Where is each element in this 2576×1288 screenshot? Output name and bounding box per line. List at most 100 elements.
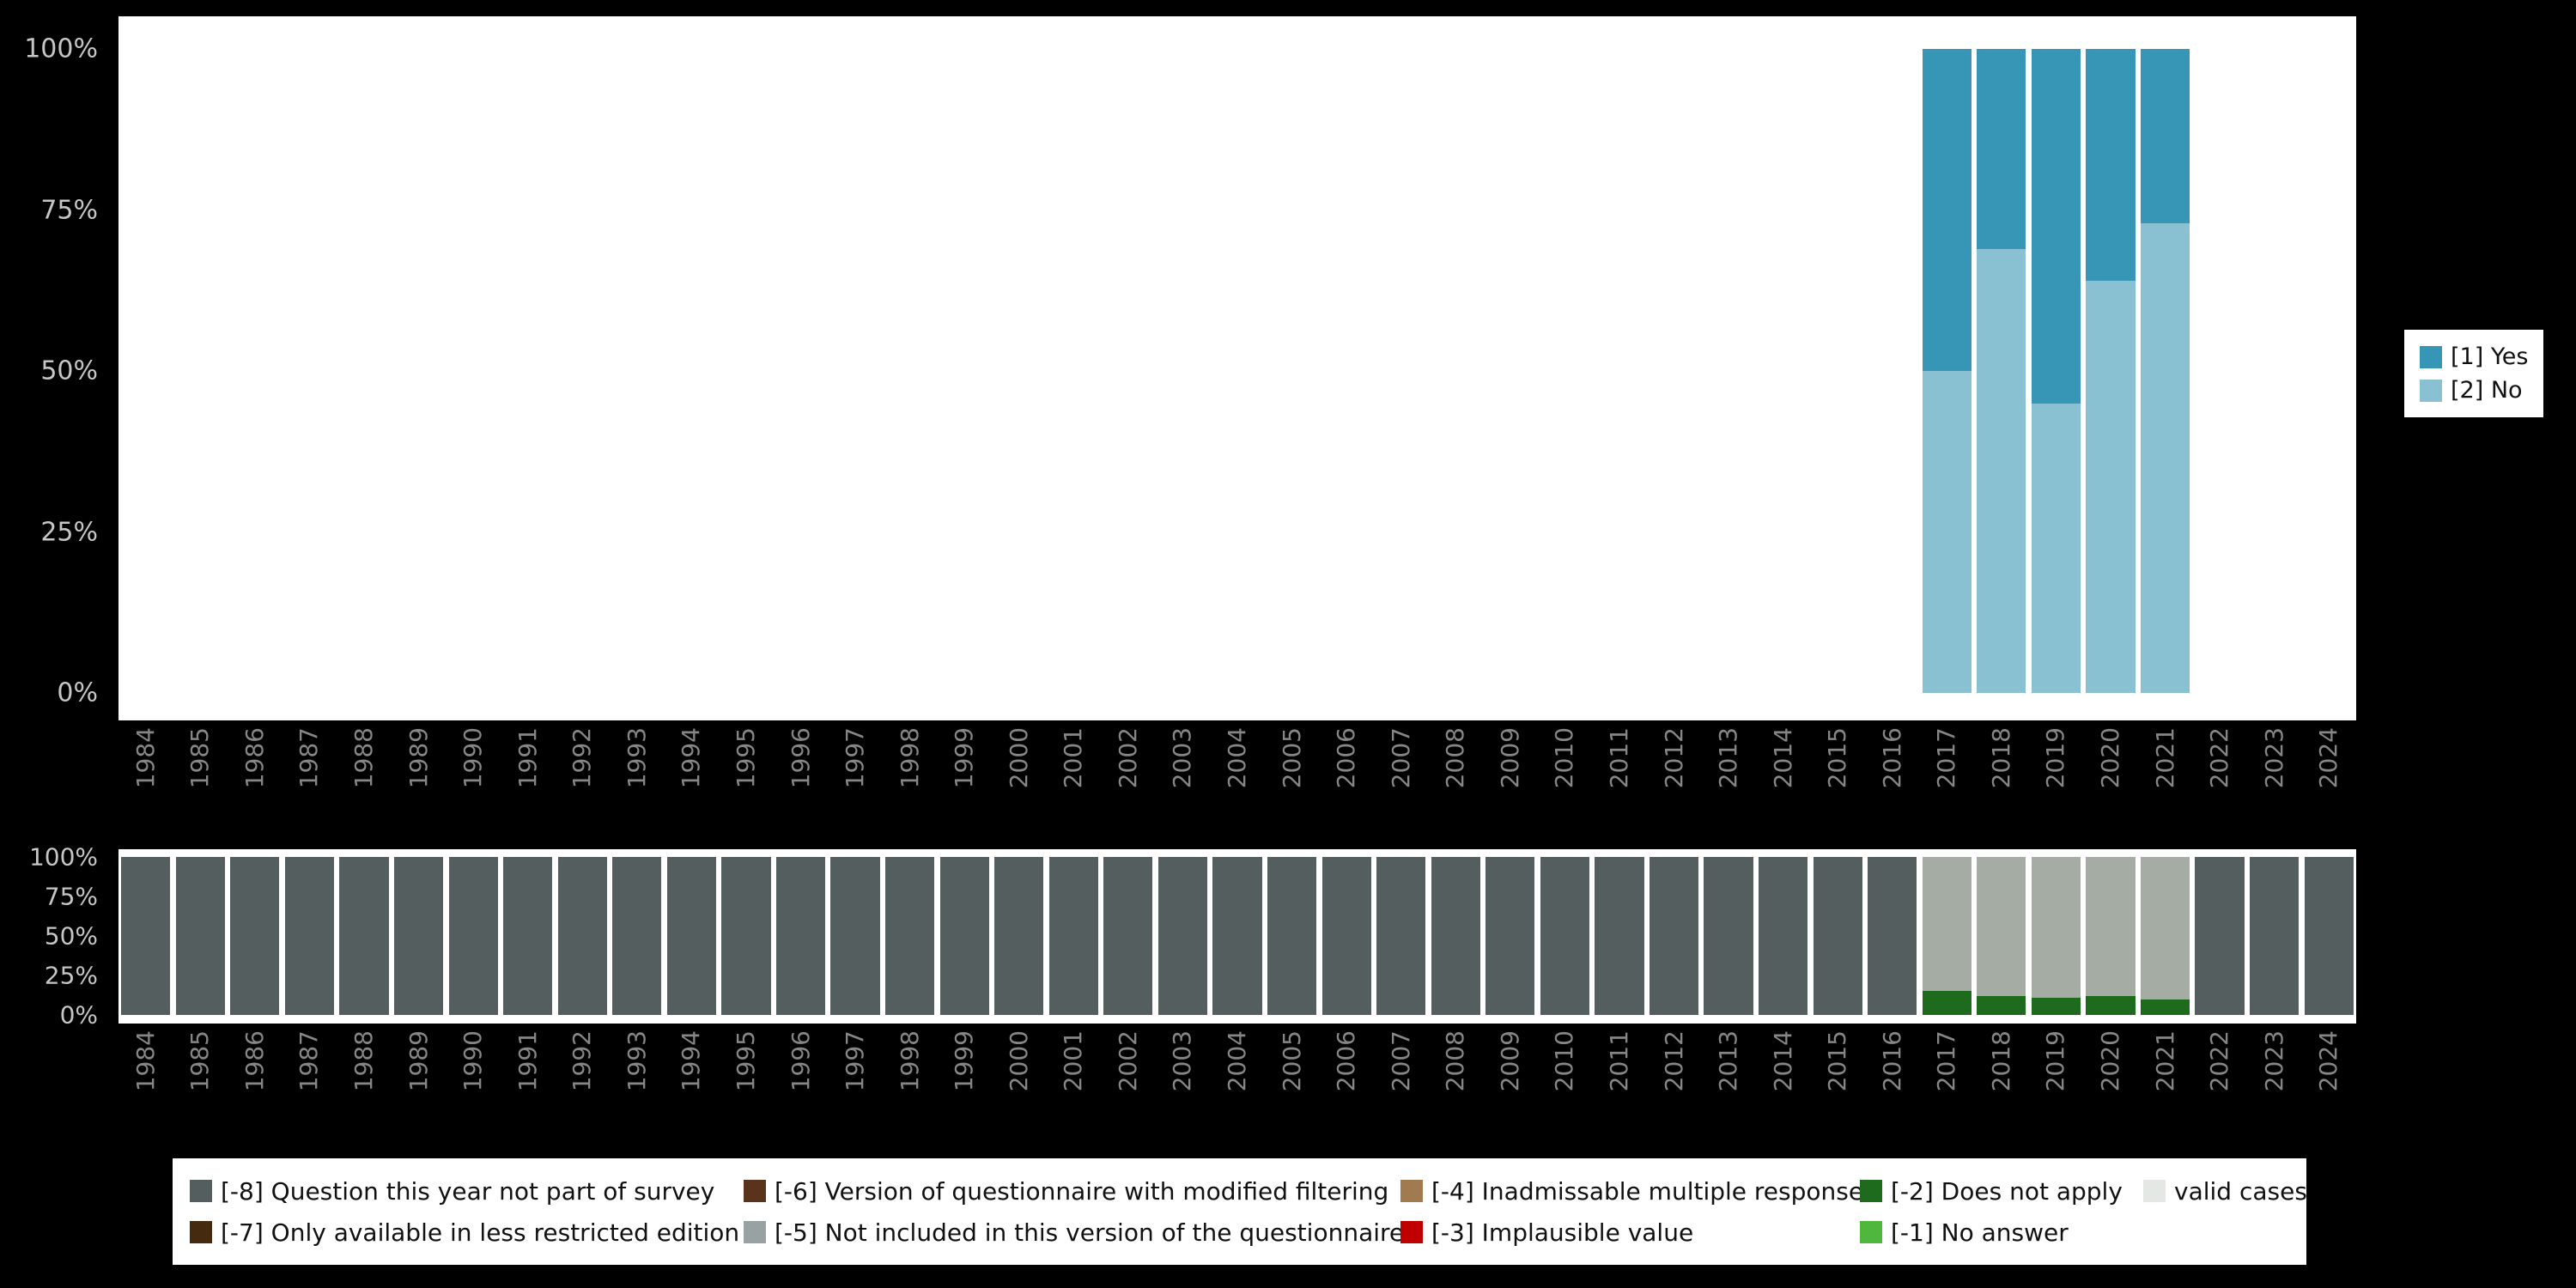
bar-1991	[501, 857, 556, 1015]
bar-2003	[1156, 49, 1211, 693]
x-axis-year-label: 2000	[1004, 1030, 1033, 1092]
bar-1994	[665, 857, 720, 1015]
bar-2006	[1319, 49, 1374, 693]
bar-1999	[937, 857, 992, 1015]
bar-segment	[1103, 857, 1153, 1015]
legend-label: [-4] Inadmissable multiple response	[1431, 1176, 1864, 1206]
x-axis-year-label: 2013	[1714, 1030, 1743, 1092]
x-axis-year-label: 2003	[1168, 1030, 1197, 1092]
legend-swatch	[2420, 345, 2442, 368]
x-axis-year-label: 1986	[240, 727, 269, 789]
bar-2014	[1756, 857, 1811, 1015]
legend-label: [-3] Implausible value	[1431, 1218, 1694, 1247]
bar-1992	[555, 857, 610, 1015]
legend-item: [-5] Not included in this version of the…	[744, 1218, 1404, 1247]
legend-item: [-3] Implausible value	[1400, 1218, 1860, 1247]
bar-segment	[2031, 49, 2081, 404]
x-axis-year-label: 1991	[513, 1030, 542, 1092]
bar-2021	[2138, 857, 2193, 1015]
bar-2005	[1265, 857, 1320, 1015]
answers-legend: [1] Yes [2] No	[2404, 330, 2544, 417]
x-axis-year-label: 1999	[950, 1030, 979, 1092]
x-axis-year-label: 1984	[131, 727, 160, 789]
x-axis-year-label: 2018	[1986, 727, 2015, 789]
bar-segment	[1649, 857, 1699, 1015]
x-axis-year-label: 1998	[895, 1030, 924, 1092]
bar-segment	[2195, 857, 2245, 1015]
x-axis-year-label: 1994	[677, 1030, 706, 1092]
x-axis-year-label: 2002	[1113, 1030, 1142, 1092]
x-axis-year-label: 2010	[1550, 1030, 1579, 1092]
bar-2019	[2029, 49, 2084, 693]
legend-item: [-2] Does not apply	[1860, 1177, 2143, 1206]
bar-segment	[2086, 281, 2136, 693]
bar-segment	[1977, 248, 2026, 693]
bar-1987	[283, 857, 337, 1015]
x-axis-year-label: 1993	[622, 727, 651, 789]
bar-1992	[555, 49, 610, 693]
x-axis-year-label: 1991	[513, 727, 542, 789]
bar-2006	[1319, 857, 1374, 1015]
bar-2020	[2083, 857, 2138, 1015]
legend-item: [-4] Inadmissable multiple response	[1400, 1176, 1864, 1206]
x-axis-year-label: 1999	[950, 727, 979, 789]
x-axis-year-label: 2019	[2041, 1030, 2070, 1092]
bar-segment	[885, 857, 935, 1015]
bar-2012	[1647, 49, 1702, 693]
bar-2018	[1974, 49, 2029, 693]
bar-segment	[393, 857, 444, 1015]
x-axis-year-label: 1994	[677, 727, 706, 789]
bar-2013	[1701, 857, 1756, 1015]
bar-1993	[610, 857, 665, 1015]
bar-1998	[883, 857, 938, 1015]
bar-segment	[230, 857, 280, 1015]
x-axis-year-label: 1997	[841, 727, 870, 789]
bar-2010	[1538, 857, 1593, 1015]
bar-1994	[665, 49, 720, 693]
main-chart-bars	[118, 49, 2356, 693]
bar-segment	[1540, 857, 1589, 1015]
bar-segment	[1977, 995, 2026, 1015]
x-axis-year-label: 2005	[1277, 727, 1306, 789]
bar-segment	[503, 857, 553, 1015]
bar-1984	[118, 49, 173, 693]
missing-chart-plot-area	[118, 849, 2356, 1024]
bar-segment	[1922, 991, 1971, 1015]
legend-swatch	[2143, 1180, 2166, 1202]
x-axis-year-label: 2015	[1823, 1030, 1852, 1092]
bar-1997	[828, 49, 883, 693]
bar-segment	[1376, 857, 1426, 1015]
x-axis-year-label: 2022	[2205, 1030, 2234, 1092]
bar-2020	[2083, 49, 2138, 693]
bar-2024	[2301, 857, 2356, 1015]
x-axis-year-label: 2024	[2314, 1030, 2343, 1092]
bar-2007	[1374, 857, 1429, 1015]
bar-2010	[1538, 49, 1593, 693]
x-axis-year-label: 2008	[1441, 727, 1470, 789]
bar-2013	[1701, 49, 1756, 693]
y-axis-tick-label: 100%	[24, 33, 98, 64]
legend-label: [-7] Only available in less restricted e…	[221, 1218, 740, 1247]
bar-2011	[1592, 49, 1647, 693]
x-axis-year-label: 2011	[1604, 727, 1633, 789]
bar-2019	[2029, 857, 2084, 1015]
bar-2017	[1920, 49, 1975, 693]
x-axis-year-label: 1988	[349, 1030, 379, 1092]
bar-segment	[721, 857, 771, 1015]
bar-segment	[2031, 997, 2081, 1015]
y-axis-tick-label: 25%	[44, 961, 98, 990]
bar-2016	[1865, 857, 1920, 1015]
x-axis-year-label: 2009	[1495, 727, 1524, 789]
legend-item: [1] Yes	[2420, 343, 2528, 370]
bar-segment	[2140, 49, 2190, 223]
x-axis-year-label: 1987	[295, 727, 324, 789]
y-axis-tick-label: 0%	[59, 1000, 98, 1030]
x-axis-year-label: 2021	[2150, 1030, 2179, 1092]
bar-1991	[501, 49, 556, 693]
bar-1990	[446, 857, 501, 1015]
y-axis-tick-label: 100%	[28, 842, 98, 872]
x-axis-year-label: 1984	[131, 1030, 160, 1092]
y-axis-tick-label: 25%	[40, 517, 98, 547]
bar-1996	[774, 49, 829, 693]
y-axis-tick-label: 75%	[40, 195, 98, 225]
